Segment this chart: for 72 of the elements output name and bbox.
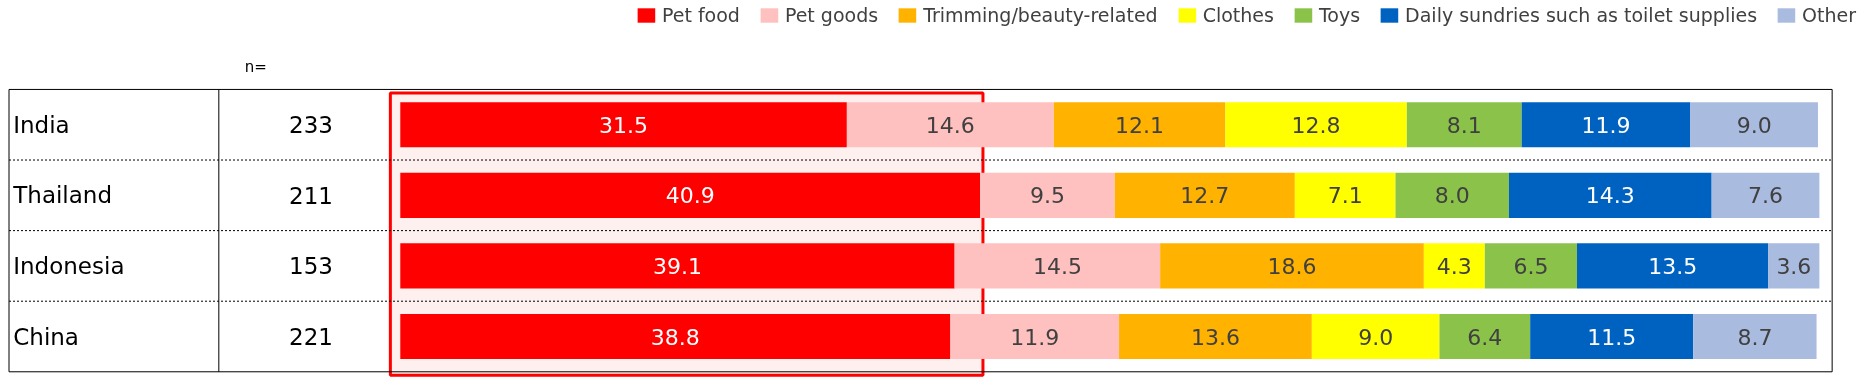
text: 211 xyxy=(289,182,333,209)
legend-label: Toys xyxy=(1318,4,1361,26)
legend-label: Pet goods xyxy=(784,4,879,26)
data-label: 8.1 xyxy=(1446,112,1482,138)
bar xyxy=(980,172,1115,218)
data-label: 9.5 xyxy=(1029,183,1065,209)
bar xyxy=(1053,102,1226,148)
bar xyxy=(1395,172,1509,218)
data-label: 13.5 xyxy=(1648,253,1698,279)
data-label: 6.5 xyxy=(1513,253,1549,279)
data-label: 39.1 xyxy=(652,253,702,279)
bar xyxy=(1484,243,1577,289)
legend-label: Daily sundries such as toilet supplies xyxy=(1405,4,1758,26)
bar xyxy=(1576,243,1769,289)
bar xyxy=(1114,172,1295,218)
bar xyxy=(1711,172,1820,218)
data-label: 3.6 xyxy=(1776,253,1812,279)
text: 233 xyxy=(289,112,333,139)
data-label: 7.1 xyxy=(1327,183,1363,209)
bar xyxy=(400,102,847,148)
legend-label: Clothes xyxy=(1202,4,1274,26)
bar xyxy=(1521,102,1691,148)
bar xyxy=(1119,313,1312,360)
text: 221 xyxy=(289,324,333,350)
data-label: 13.6 xyxy=(1190,324,1240,350)
bar xyxy=(846,102,1054,148)
bar xyxy=(400,172,981,218)
data-label: 8.7 xyxy=(1737,324,1773,350)
data-label: 11.9 xyxy=(1581,112,1631,138)
data-label: 4.3 xyxy=(1436,253,1472,279)
bar xyxy=(1693,313,1817,360)
data-label: 12.7 xyxy=(1180,183,1230,209)
data-label: 14.6 xyxy=(925,112,975,138)
bar xyxy=(1160,243,1424,289)
bar xyxy=(1768,243,1820,289)
data-label: 11.5 xyxy=(1587,324,1637,350)
y-tick-label: India xyxy=(13,111,70,138)
data-label: 7.6 xyxy=(1748,183,1784,209)
legend-label: Other xyxy=(1802,4,1856,26)
y-tick-label: Indonesia xyxy=(13,252,125,279)
bar xyxy=(1225,102,1407,148)
bar xyxy=(400,243,955,289)
text: n= xyxy=(244,57,267,76)
data-label: 12.8 xyxy=(1291,112,1341,138)
data-label: 40.9 xyxy=(665,183,715,209)
data-label: 12.1 xyxy=(1115,112,1165,138)
data-label: 14.5 xyxy=(1032,253,1082,279)
data-label: 9.0 xyxy=(1736,112,1772,138)
bar xyxy=(1406,102,1522,148)
bar xyxy=(1294,172,1396,218)
y-tick-label: China xyxy=(13,323,79,350)
bar xyxy=(1690,102,1818,148)
y-tick-label: Thailand xyxy=(12,182,113,209)
bar xyxy=(1439,313,1531,360)
text: 153 xyxy=(289,253,333,280)
data-label: 31.5 xyxy=(599,112,649,138)
data-label: 6.4 xyxy=(1467,324,1503,350)
bar xyxy=(1311,313,1440,360)
bar xyxy=(1530,313,1694,360)
bar xyxy=(1423,243,1485,289)
data-label: 9.0 xyxy=(1358,324,1394,350)
bar xyxy=(950,313,1120,360)
bar xyxy=(954,243,1161,289)
data-label: 38.8 xyxy=(650,324,700,350)
legend-label: Trimming/beauty-related xyxy=(923,4,1158,26)
bar xyxy=(400,313,951,360)
data-label: 8.0 xyxy=(1434,183,1470,209)
data-label: 11.9 xyxy=(1010,324,1060,350)
data-label: 18.6 xyxy=(1267,253,1317,279)
bar xyxy=(1508,172,1712,218)
legend-label: Pet food xyxy=(661,4,740,26)
data-label: 14.3 xyxy=(1585,183,1635,209)
